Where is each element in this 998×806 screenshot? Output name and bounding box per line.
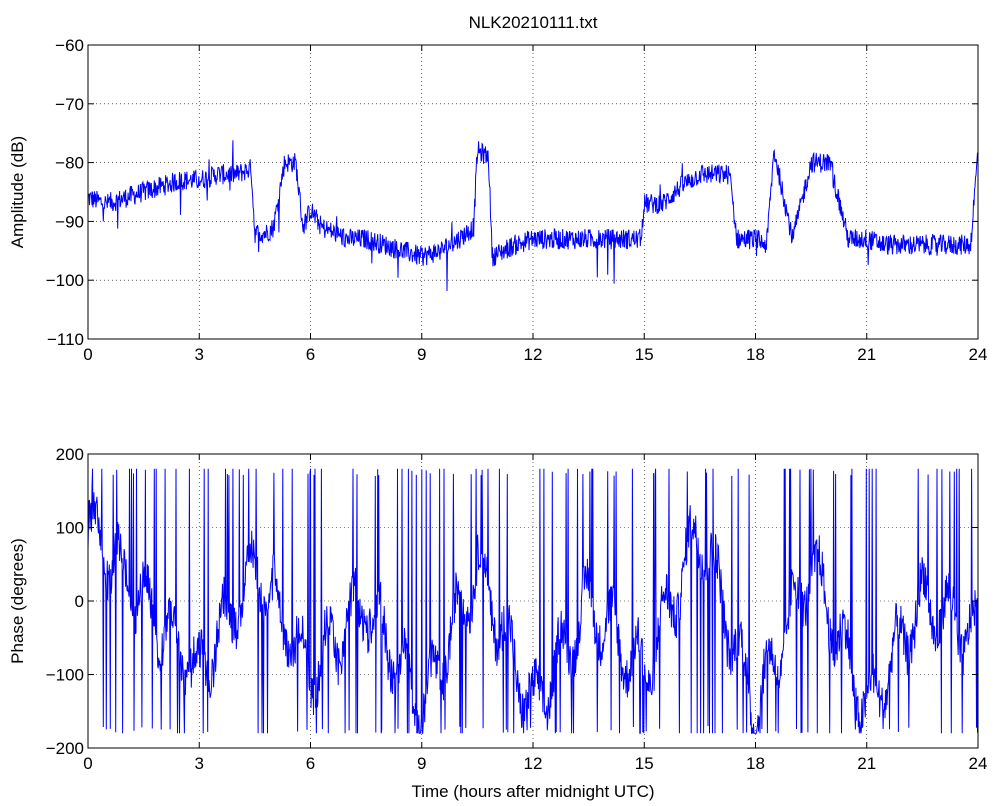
y-tick-label: −70 (55, 95, 84, 114)
x-tick-label: 18 (746, 754, 765, 773)
x-tick-label: 15 (635, 754, 654, 773)
x-tick-label: 12 (524, 754, 543, 773)
y-tick-label: −100 (46, 271, 84, 290)
y-tick-label: −110 (47, 330, 84, 349)
x-tick-label: 6 (306, 754, 315, 773)
y-tick-label: 0 (75, 592, 84, 611)
time-x-axis-label: Time (hours after midnight UTC) (411, 782, 654, 801)
amplitude-ticks: 0 3 6 9 12 15 18 21 24 −110 −100 −90 −80 −70 −60 (46, 36, 988, 364)
amplitude-plot: 0 3 6 9 12 15 18 21 24 −110 −100 −90 −80 −70 −60 Ampli… (8, 36, 987, 364)
x-tick-label: 24 (969, 754, 988, 773)
x-tick-label: 6 (306, 345, 315, 364)
amplitude-y-axis-label: Amplitude (dB) (8, 136, 27, 248)
x-tick-label: 24 (969, 345, 988, 364)
x-tick-label: 0 (83, 345, 92, 364)
y-tick-label: 200 (56, 445, 84, 464)
x-tick-label: 21 (857, 754, 876, 773)
amplitude-grid (88, 45, 978, 339)
y-tick-label: −80 (55, 154, 84, 173)
y-tick-label: −90 (55, 212, 84, 231)
x-tick-label: 15 (635, 345, 654, 364)
y-tick-label: −200 (46, 739, 84, 758)
phase-plot: 0 3 6 9 12 15 18 21 24 −200 −100 0 100 200 Phase (deg… (8, 445, 987, 801)
y-tick-label: 100 (56, 519, 84, 538)
y-tick-label: −60 (55, 36, 84, 55)
y-tick-label: −100 (46, 666, 84, 685)
x-tick-label: 3 (195, 345, 204, 364)
phase-ticks: 0 3 6 9 12 15 18 21 24 −200 −100 0 100 200 (46, 445, 988, 773)
x-tick-label: 0 (83, 754, 92, 773)
x-tick-label: 21 (857, 345, 876, 364)
x-tick-label: 12 (524, 345, 543, 364)
x-tick-label: 3 (195, 754, 204, 773)
figure-title: NLK20210111.txt (469, 13, 598, 32)
x-tick-label: 9 (417, 754, 426, 773)
phase-trace (87, 468, 979, 734)
x-tick-label: 9 (417, 345, 426, 364)
amplitude-trace (87, 140, 979, 292)
phase-y-axis-label: Phase (degrees) (8, 538, 27, 664)
x-tick-label: 18 (746, 345, 765, 364)
